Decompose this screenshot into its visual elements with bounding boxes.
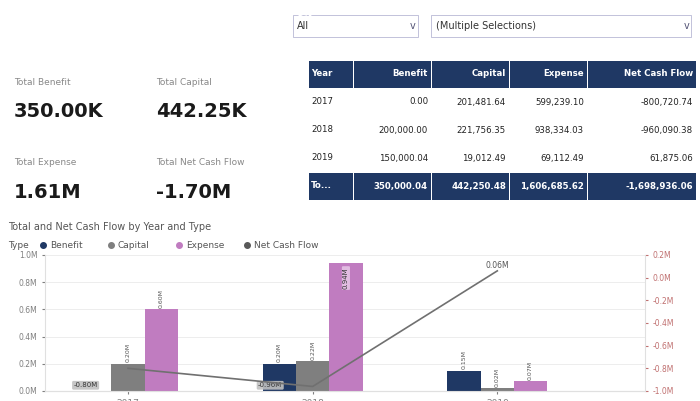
Text: Capital: Capital bbox=[118, 241, 150, 249]
Bar bbox=[431, 172, 508, 200]
Text: 0.06M: 0.06M bbox=[486, 261, 509, 270]
Text: Financial Summary by Transaction Class: Financial Summary by Transaction Class bbox=[8, 14, 340, 28]
Text: -800,720.74: -800,720.74 bbox=[640, 97, 693, 107]
Text: 0.07M: 0.07M bbox=[528, 361, 533, 380]
Text: 0.20M: 0.20M bbox=[277, 343, 282, 363]
Text: 1,606,685.62: 1,606,685.62 bbox=[520, 182, 584, 190]
Text: Type: Type bbox=[8, 241, 29, 249]
Bar bbox=[354, 61, 430, 87]
Bar bbox=[431, 61, 508, 87]
Text: 938,334.03: 938,334.03 bbox=[535, 126, 584, 134]
Bar bbox=[354, 144, 430, 172]
Bar bbox=[329, 263, 363, 391]
Text: -1,698,936.06: -1,698,936.06 bbox=[625, 182, 693, 190]
Bar bbox=[514, 381, 547, 391]
Bar bbox=[262, 364, 296, 391]
Text: 0.00: 0.00 bbox=[409, 97, 428, 107]
Text: 442,250.48: 442,250.48 bbox=[451, 182, 506, 190]
Bar bbox=[309, 61, 353, 87]
Bar bbox=[481, 388, 514, 391]
Bar bbox=[510, 117, 587, 144]
Text: OBS Path: OBS Path bbox=[433, 2, 475, 10]
Text: 2017: 2017 bbox=[311, 97, 333, 107]
Text: All: All bbox=[297, 21, 309, 31]
Text: -960,090.38: -960,090.38 bbox=[641, 126, 693, 134]
Text: 0.94M: 0.94M bbox=[343, 267, 349, 289]
Bar bbox=[111, 364, 145, 391]
Bar bbox=[510, 172, 587, 200]
Text: Total and Net Cash Flow by Year and Type: Total and Net Cash Flow by Year and Type bbox=[8, 222, 211, 232]
Text: Benefit: Benefit bbox=[50, 241, 83, 249]
Bar bbox=[309, 144, 353, 172]
Text: -0.80M: -0.80M bbox=[74, 382, 98, 388]
Text: 0.22M: 0.22M bbox=[310, 340, 315, 360]
Bar bbox=[587, 172, 696, 200]
Text: Total Capital: Total Capital bbox=[156, 78, 211, 87]
Text: 0.02M: 0.02M bbox=[495, 368, 500, 387]
Text: Total Benefit: Total Benefit bbox=[14, 78, 70, 87]
Text: 350.00K: 350.00K bbox=[14, 102, 104, 121]
Bar bbox=[510, 89, 587, 115]
Text: -0.96M: -0.96M bbox=[258, 382, 282, 388]
FancyBboxPatch shape bbox=[431, 15, 691, 37]
Bar bbox=[510, 144, 587, 172]
Text: To...: To... bbox=[311, 182, 332, 190]
Text: 0.60M: 0.60M bbox=[159, 289, 164, 308]
Bar bbox=[510, 61, 587, 87]
Bar bbox=[431, 117, 508, 144]
Bar bbox=[296, 361, 329, 391]
Text: Expense: Expense bbox=[543, 69, 584, 79]
Text: Total Expense: Total Expense bbox=[14, 158, 76, 167]
Text: 0.15M: 0.15M bbox=[461, 350, 467, 369]
Text: 150,000.04: 150,000.04 bbox=[379, 154, 428, 162]
Text: Year: Year bbox=[311, 69, 332, 79]
Text: 599,239.10: 599,239.10 bbox=[535, 97, 584, 107]
Text: Net Cash Flow: Net Cash Flow bbox=[254, 241, 318, 249]
Text: Net Cash Flow: Net Cash Flow bbox=[624, 69, 693, 79]
FancyBboxPatch shape bbox=[293, 15, 418, 37]
Bar bbox=[309, 89, 353, 115]
Text: v: v bbox=[410, 21, 416, 31]
Bar bbox=[431, 89, 508, 115]
Bar bbox=[587, 144, 696, 172]
Text: OBS Type: OBS Type bbox=[295, 2, 337, 10]
Text: v: v bbox=[684, 21, 690, 31]
Bar bbox=[354, 117, 430, 144]
Bar bbox=[309, 117, 353, 144]
Text: 442.25K: 442.25K bbox=[156, 102, 246, 121]
Text: Benefit: Benefit bbox=[393, 69, 428, 79]
Text: 61,875.06: 61,875.06 bbox=[650, 154, 693, 162]
Bar bbox=[447, 371, 481, 391]
Bar bbox=[587, 61, 696, 87]
Bar bbox=[431, 144, 508, 172]
Text: -1.70M: -1.70M bbox=[156, 182, 231, 201]
Bar bbox=[587, 89, 696, 115]
Text: 2018: 2018 bbox=[311, 126, 333, 134]
Text: Capital: Capital bbox=[472, 69, 506, 79]
Text: 2019: 2019 bbox=[311, 154, 333, 162]
Text: 1.61M: 1.61M bbox=[14, 182, 81, 201]
Bar bbox=[587, 117, 696, 144]
Text: 201,481.64: 201,481.64 bbox=[456, 97, 506, 107]
Text: 200,000.00: 200,000.00 bbox=[379, 126, 428, 134]
Bar bbox=[309, 172, 353, 200]
Bar bbox=[145, 310, 178, 391]
Text: (Multiple Selections): (Multiple Selections) bbox=[436, 21, 536, 31]
Text: 221,756.35: 221,756.35 bbox=[456, 126, 506, 134]
Text: 350,000.04: 350,000.04 bbox=[374, 182, 428, 190]
Text: Expense: Expense bbox=[186, 241, 225, 249]
Bar bbox=[354, 89, 430, 115]
Text: Total Net Cash Flow: Total Net Cash Flow bbox=[156, 158, 244, 167]
Text: 69,112.49: 69,112.49 bbox=[540, 154, 584, 162]
Text: 19,012.49: 19,012.49 bbox=[463, 154, 506, 162]
Text: 0.20M: 0.20M bbox=[125, 343, 131, 363]
Bar bbox=[354, 172, 430, 200]
